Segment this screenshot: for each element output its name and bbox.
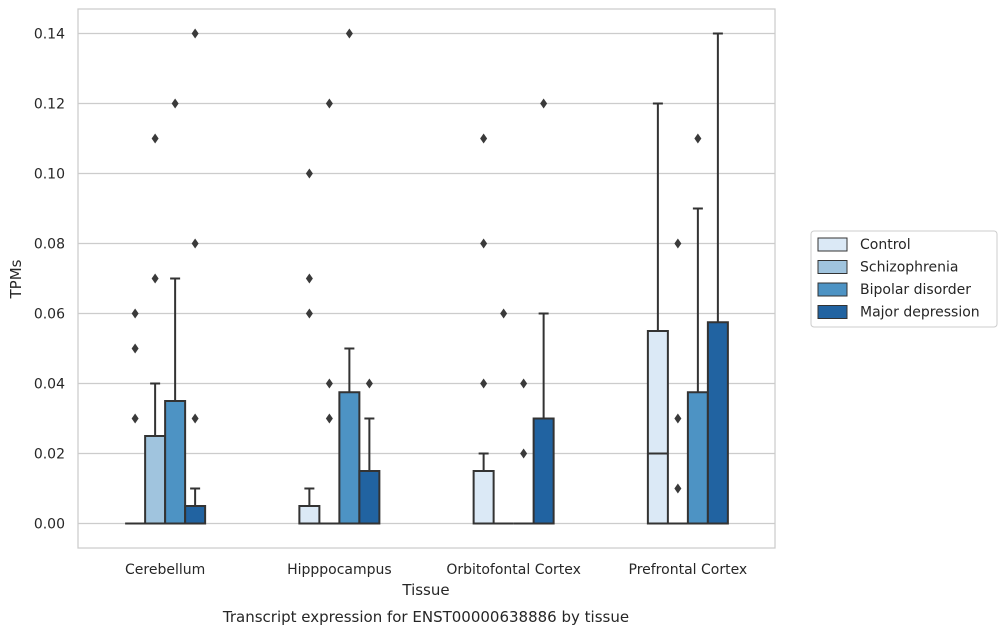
box-group xyxy=(646,102,669,525)
box xyxy=(706,321,729,525)
legend-frame xyxy=(810,230,998,328)
outlier-point xyxy=(520,448,528,459)
outlier-point xyxy=(191,238,199,249)
box-group xyxy=(319,98,340,525)
outlier-point xyxy=(151,133,159,144)
outlier-point xyxy=(325,413,333,424)
box-group xyxy=(358,378,381,525)
legend-swatch xyxy=(817,237,848,252)
y-tick-label: 0.08 xyxy=(34,237,65,253)
plot-area-frame xyxy=(77,8,776,549)
outlier-point xyxy=(500,308,508,319)
outlier-point xyxy=(131,308,139,319)
box xyxy=(358,470,381,525)
box xyxy=(298,505,321,525)
y-tick-label: 0.14 xyxy=(34,27,65,43)
box-group xyxy=(472,133,495,525)
legend-swatch xyxy=(817,282,848,297)
x-tick-label: Hipppocampus xyxy=(287,562,392,578)
outlier-point xyxy=(694,133,702,144)
box-group xyxy=(493,308,514,525)
legend-label: Bipolar disorder xyxy=(860,282,971,298)
y-tick-label: 0.12 xyxy=(34,97,65,113)
x-tick-label: Cerebellum xyxy=(125,562,205,578)
box-group xyxy=(298,168,321,525)
y-axis-title: TPMs xyxy=(7,259,25,299)
legend-label: Schizophrenia xyxy=(860,260,958,276)
box xyxy=(184,505,207,525)
outlier-point xyxy=(151,273,159,284)
outlier-point xyxy=(191,28,199,39)
y-tick-label: 0.06 xyxy=(34,307,65,323)
x-tick-label: Prefrontal Cortex xyxy=(629,562,748,578)
outlier-point xyxy=(131,413,139,424)
x-axis-ticks: Cerebellum Hipppocampus Orbitofontal Corte… xyxy=(125,562,747,578)
outlier-point xyxy=(305,168,313,179)
legend-label: Major depression xyxy=(860,305,980,321)
legend-swatch xyxy=(817,305,848,319)
box xyxy=(532,417,555,525)
box-group xyxy=(164,98,187,525)
box-group xyxy=(338,28,361,525)
outlier-point xyxy=(365,378,373,389)
box-group xyxy=(667,238,688,525)
y-tick-label: 0.10 xyxy=(34,167,65,183)
box-group xyxy=(532,98,555,525)
outlier-point xyxy=(480,238,488,249)
outlier-point xyxy=(305,308,313,319)
outlier-point xyxy=(131,343,139,354)
outlier-point xyxy=(674,483,682,494)
box xyxy=(646,330,669,525)
outlier-point xyxy=(674,413,682,424)
legend-swatch xyxy=(817,260,848,274)
box xyxy=(164,400,187,525)
y-tick-label: 0.04 xyxy=(34,377,65,393)
y-axis-ticks: 0.00 0.02 0.04 0.06 0.08 0.10 0.12 0.14 xyxy=(34,27,65,533)
outlier-point xyxy=(480,133,488,144)
box xyxy=(472,470,495,525)
x-tick-label: Orbitofontal Cortex xyxy=(446,562,581,578)
x-axis-title: Tissue xyxy=(401,581,449,599)
outlier-point xyxy=(480,378,488,389)
chart-caption: Transcript expression for ENST0000063888… xyxy=(222,608,629,626)
box-group xyxy=(513,378,534,525)
box-group xyxy=(184,28,207,525)
outlier-point xyxy=(171,98,179,109)
y-tick-label: 0.00 xyxy=(34,517,65,533)
box-group xyxy=(125,308,146,525)
legend-label: Control xyxy=(860,237,911,253)
outlier-point xyxy=(191,413,199,424)
outlier-point xyxy=(325,98,333,109)
box xyxy=(144,435,167,525)
box-group xyxy=(686,133,709,525)
outlier-point xyxy=(540,98,548,109)
box xyxy=(338,391,361,525)
legend: Control Schizophrenia Bipolar disorder Majo… xyxy=(810,230,998,328)
outlier-point xyxy=(325,378,333,389)
box-group xyxy=(144,133,167,525)
outlier-point xyxy=(305,273,313,284)
boxes xyxy=(125,28,729,525)
box xyxy=(686,391,709,525)
y-tick-label: 0.02 xyxy=(34,447,65,463)
outlier-point xyxy=(520,378,528,389)
outlier-point xyxy=(674,238,682,249)
outlier-point xyxy=(345,28,353,39)
box-group xyxy=(706,32,729,525)
